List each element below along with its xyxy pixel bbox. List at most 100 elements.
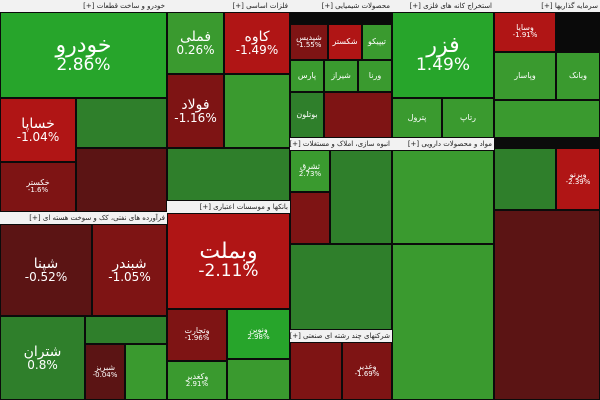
tile-name: پترول — [407, 113, 427, 122]
filler-tile[interactable] — [494, 210, 600, 400]
tile-foulad[interactable]: فولاد -1.16% — [167, 74, 224, 148]
filler-tile[interactable] — [125, 344, 167, 400]
tile-khsapa[interactable]: خساپا -1.04% — [0, 98, 76, 162]
filler-tile[interactable] — [290, 244, 392, 330]
sector-header[interactable]: انبوه سازی، املاک و مستغلات [+] — [290, 138, 392, 150]
sector-header[interactable]: مواد و محصولات دارویی [+] — [392, 138, 494, 150]
tile-khodro[interactable]: خودرو 2.86% — [0, 12, 167, 98]
filler-tile[interactable] — [76, 148, 167, 212]
tile-change: -1.55% — [296, 41, 322, 50]
tile-ratab[interactable]: رتاپ — [442, 98, 494, 138]
tile-name: شیراز — [331, 71, 351, 80]
tile-name: کاوه — [244, 28, 270, 45]
sector-header[interactable]: سرمایه گذاریها [+] — [494, 0, 600, 12]
tile-vbemellat[interactable]: وبملت -2.11% — [167, 213, 290, 309]
filler-tile[interactable] — [392, 244, 494, 400]
tile-botlon[interactable]: بوتلون — [290, 92, 324, 138]
tile-name: تیپیکو — [367, 37, 387, 46]
tile-name: خکستر — [26, 178, 50, 188]
tile-name: وپاسار — [514, 71, 536, 80]
tile-name: وتجارت — [184, 326, 210, 336]
tile-change: -1.04% — [16, 129, 60, 144]
tile-name: ورنا — [368, 71, 382, 80]
tile-vghadir[interactable]: وغدیر -1.69% — [342, 342, 392, 400]
tile-tipiko[interactable]: تیپیکو — [362, 24, 392, 60]
tile-vesaya[interactable]: وسایا -1.91% — [494, 12, 556, 52]
tile-change: -0.04% — [92, 371, 118, 380]
tile-fezar[interactable]: فزر 1.49% — [392, 12, 494, 98]
tile-shiraz[interactable]: شیراز — [324, 60, 358, 92]
tile-name: خودرو — [55, 33, 112, 59]
tile-change: 2.91% — [185, 379, 209, 388]
tile-shtran[interactable]: شتران 0.8% — [0, 316, 85, 400]
tile-name: شتران — [23, 343, 62, 360]
tile-shbriz[interactable]: شبریز -0.04% — [85, 344, 125, 400]
tile-change: 0.8% — [27, 357, 58, 372]
tile-vbank[interactable]: وبانک — [556, 52, 600, 100]
filler-tile[interactable] — [392, 150, 494, 244]
filler-tile[interactable] — [290, 342, 342, 400]
tile-change: -2.39% — [565, 178, 591, 187]
tile-name: فملی — [179, 28, 212, 45]
tile-name: وبانک — [569, 71, 587, 80]
filler-tile[interactable] — [76, 98, 167, 148]
tile-petrol[interactable]: پترول — [392, 98, 442, 138]
sector-header[interactable]: فلزات اساسی [+] — [167, 0, 290, 12]
tile-name: وبملت — [199, 239, 258, 265]
tile-change: -1.16% — [174, 110, 217, 125]
tile-change: -1.96% — [184, 334, 210, 343]
tile-vnovin[interactable]: ونوین 2.98% — [227, 309, 290, 359]
sector-header[interactable]: بانکها و موسسات اعتباری [+] — [167, 201, 290, 213]
filler-tile[interactable] — [85, 316, 167, 344]
sector-header[interactable]: خودرو و ساخت قطعات [+] — [0, 0, 167, 12]
tile-khkestar[interactable]: خکستر -1.6% — [0, 162, 76, 212]
tile-kaveh[interactable]: کاوه -1.49% — [224, 12, 290, 74]
tile-tsharq[interactable]: ثشرق 2.73% — [290, 150, 330, 192]
tile-shkestar[interactable]: شکستر — [328, 24, 362, 60]
tile-shpdis[interactable]: شپدیس -1.55% — [290, 24, 328, 60]
filler-tile[interactable] — [330, 150, 392, 244]
filler-tile[interactable] — [227, 359, 290, 400]
tile-verna[interactable]: ورنا — [358, 60, 392, 92]
filler-tile[interactable] — [324, 92, 392, 138]
tile-change: -1.69% — [354, 370, 380, 379]
filler-tile[interactable] — [290, 192, 330, 244]
tile-change: -2.11% — [198, 261, 259, 282]
tile-change: -0.52% — [24, 269, 68, 284]
filler-tile[interactable] — [494, 100, 600, 138]
filler-tile[interactable] — [224, 74, 290, 148]
tile-change: -1.05% — [108, 269, 151, 284]
tile-change: -1.49% — [235, 42, 279, 57]
tile-femeli[interactable]: فملی 0.26% — [167, 12, 224, 74]
tile-name: بوتلون — [296, 110, 318, 119]
tile-name: وبرنو — [569, 170, 587, 180]
tile-name: وسایا — [516, 23, 534, 33]
tile-shbandar[interactable]: شبندر -1.05% — [92, 224, 167, 316]
sector-header[interactable]: فرآورده های نفتی، کک و سوخت هسته ای [+] — [0, 212, 167, 224]
tile-name: خساپا — [21, 115, 55, 132]
tile-name: شبریز — [94, 363, 116, 373]
sector-header[interactable]: شرکتهای چند رشته ای صنعتی [+] — [290, 330, 392, 342]
tile-name: فولاد — [181, 96, 210, 113]
tile-change: -1.6% — [27, 186, 49, 195]
tile-change: 2.98% — [247, 333, 270, 342]
tile-name: شکستر — [332, 37, 358, 46]
tile-vkghadir[interactable]: وکغدیر 2.91% — [167, 361, 227, 400]
tile-vpasar[interactable]: وپاسار — [494, 52, 556, 100]
filler-tile[interactable] — [167, 148, 290, 201]
tile-pars[interactable]: پارس — [290, 60, 324, 92]
sector-header[interactable]: استخراج کانه های فلزی [+] — [392, 0, 494, 12]
tile-vbarno[interactable]: وبرنو -2.39% — [556, 148, 600, 210]
tile-change: 2.73% — [298, 170, 322, 179]
tile-shepna[interactable]: شپنا -0.52% — [0, 224, 92, 316]
filler-tile[interactable] — [494, 148, 556, 210]
tile-vtejarat[interactable]: وتجارت -1.96% — [167, 309, 227, 361]
tile-name: شپدیس — [296, 33, 322, 43]
tile-name: فزر — [426, 33, 460, 59]
tile-change: -1.91% — [512, 31, 538, 40]
tile-change: 0.26% — [176, 42, 215, 57]
tile-name: ونوین — [249, 325, 268, 335]
sector-header[interactable]: محصولات شیمیایی [+] — [290, 0, 392, 12]
tile-name: وغدیر — [357, 362, 377, 372]
